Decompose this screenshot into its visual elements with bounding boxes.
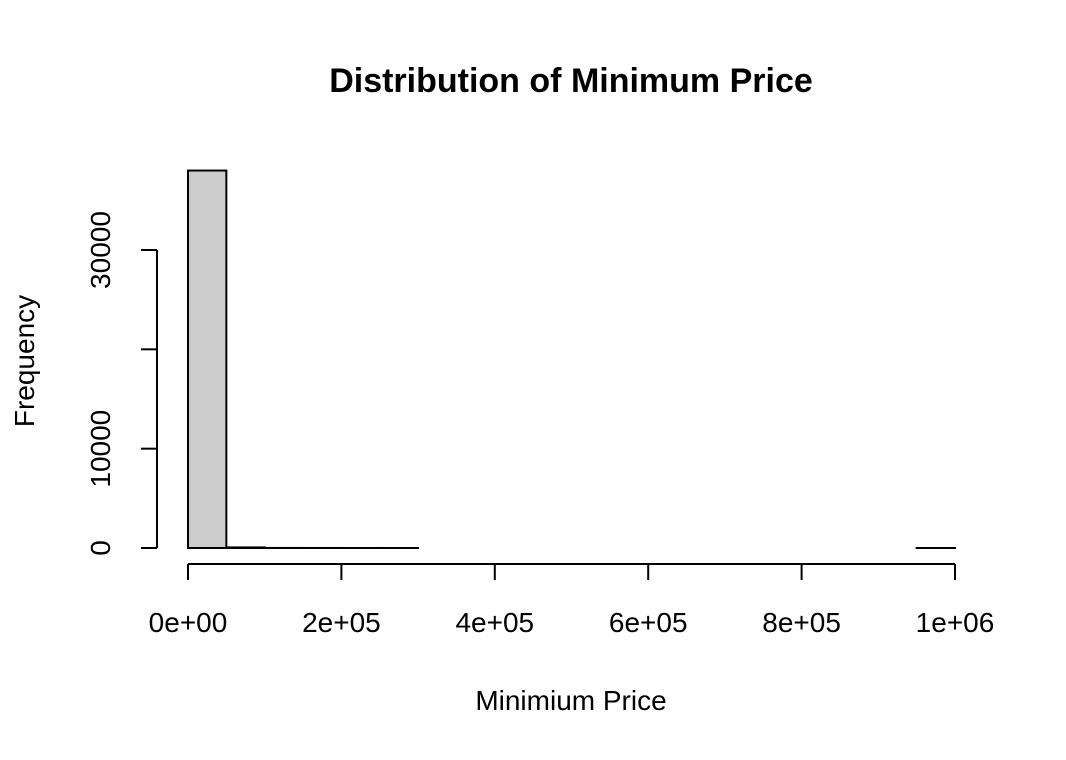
x-axis-label: Minimium Price xyxy=(475,685,666,716)
x-axis: 0e+00 2e+05 4e+05 6e+05 8e+05 1e+06 xyxy=(149,563,995,638)
y-tick-label: 30000 xyxy=(85,211,116,289)
histogram-bar xyxy=(187,169,228,550)
x-tick-label: 4e+05 xyxy=(455,607,534,638)
y-axis: 0 10000 30000 xyxy=(85,211,158,556)
chart-title: Distribution of Minimum Price xyxy=(329,62,813,100)
histogram-bar xyxy=(225,546,266,549)
y-axis-label: Frequency xyxy=(9,295,40,427)
y-tick-label: 10000 xyxy=(85,410,116,488)
x-tick-label: 1e+06 xyxy=(916,607,995,638)
x-tick-label: 0e+00 xyxy=(149,607,228,638)
x-tick-label: 6e+05 xyxy=(609,607,688,638)
y-tick-label: 0 xyxy=(85,540,116,556)
x-tick-label: 8e+05 xyxy=(762,607,841,638)
bars-group xyxy=(187,169,957,550)
x-tick-label: 2e+05 xyxy=(302,607,381,638)
